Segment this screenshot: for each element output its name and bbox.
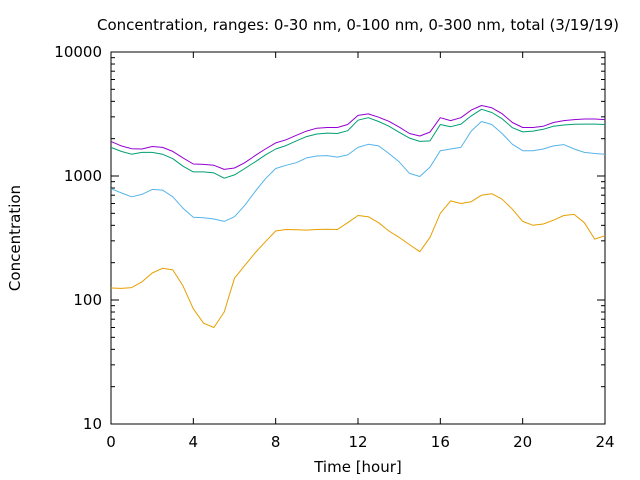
y-tick-label: 100 <box>73 291 102 309</box>
axis-ticks: 0 4 8 12 16 20 24 10 100 1000 10000 <box>54 43 614 451</box>
y-axis-label: Concentration <box>6 185 24 291</box>
series-line-3 <box>110 108 606 179</box>
data-series <box>110 105 606 328</box>
x-axis-label: Time [hour] <box>313 458 402 476</box>
y-tick-label: 10000 <box>54 43 102 61</box>
x-tick-label: 24 <box>595 433 614 451</box>
series-line-4 <box>110 105 606 170</box>
y-tick-label: 10 <box>83 415 102 433</box>
series-line-1 <box>110 193 606 328</box>
x-tick-label: 0 <box>106 433 116 451</box>
y-tick-label: 1000 <box>64 167 102 185</box>
x-tick-label: 8 <box>271 433 281 451</box>
series-line-2 <box>110 121 606 222</box>
chart-title: Concentration, ranges: 0-30 nm, 0-100 nm… <box>97 16 619 34</box>
x-tick-label: 20 <box>513 433 532 451</box>
plot-frame <box>110 51 606 425</box>
x-tick-label: 16 <box>431 433 450 451</box>
x-tick-label: 4 <box>189 433 199 451</box>
x-tick-label: 12 <box>348 433 367 451</box>
